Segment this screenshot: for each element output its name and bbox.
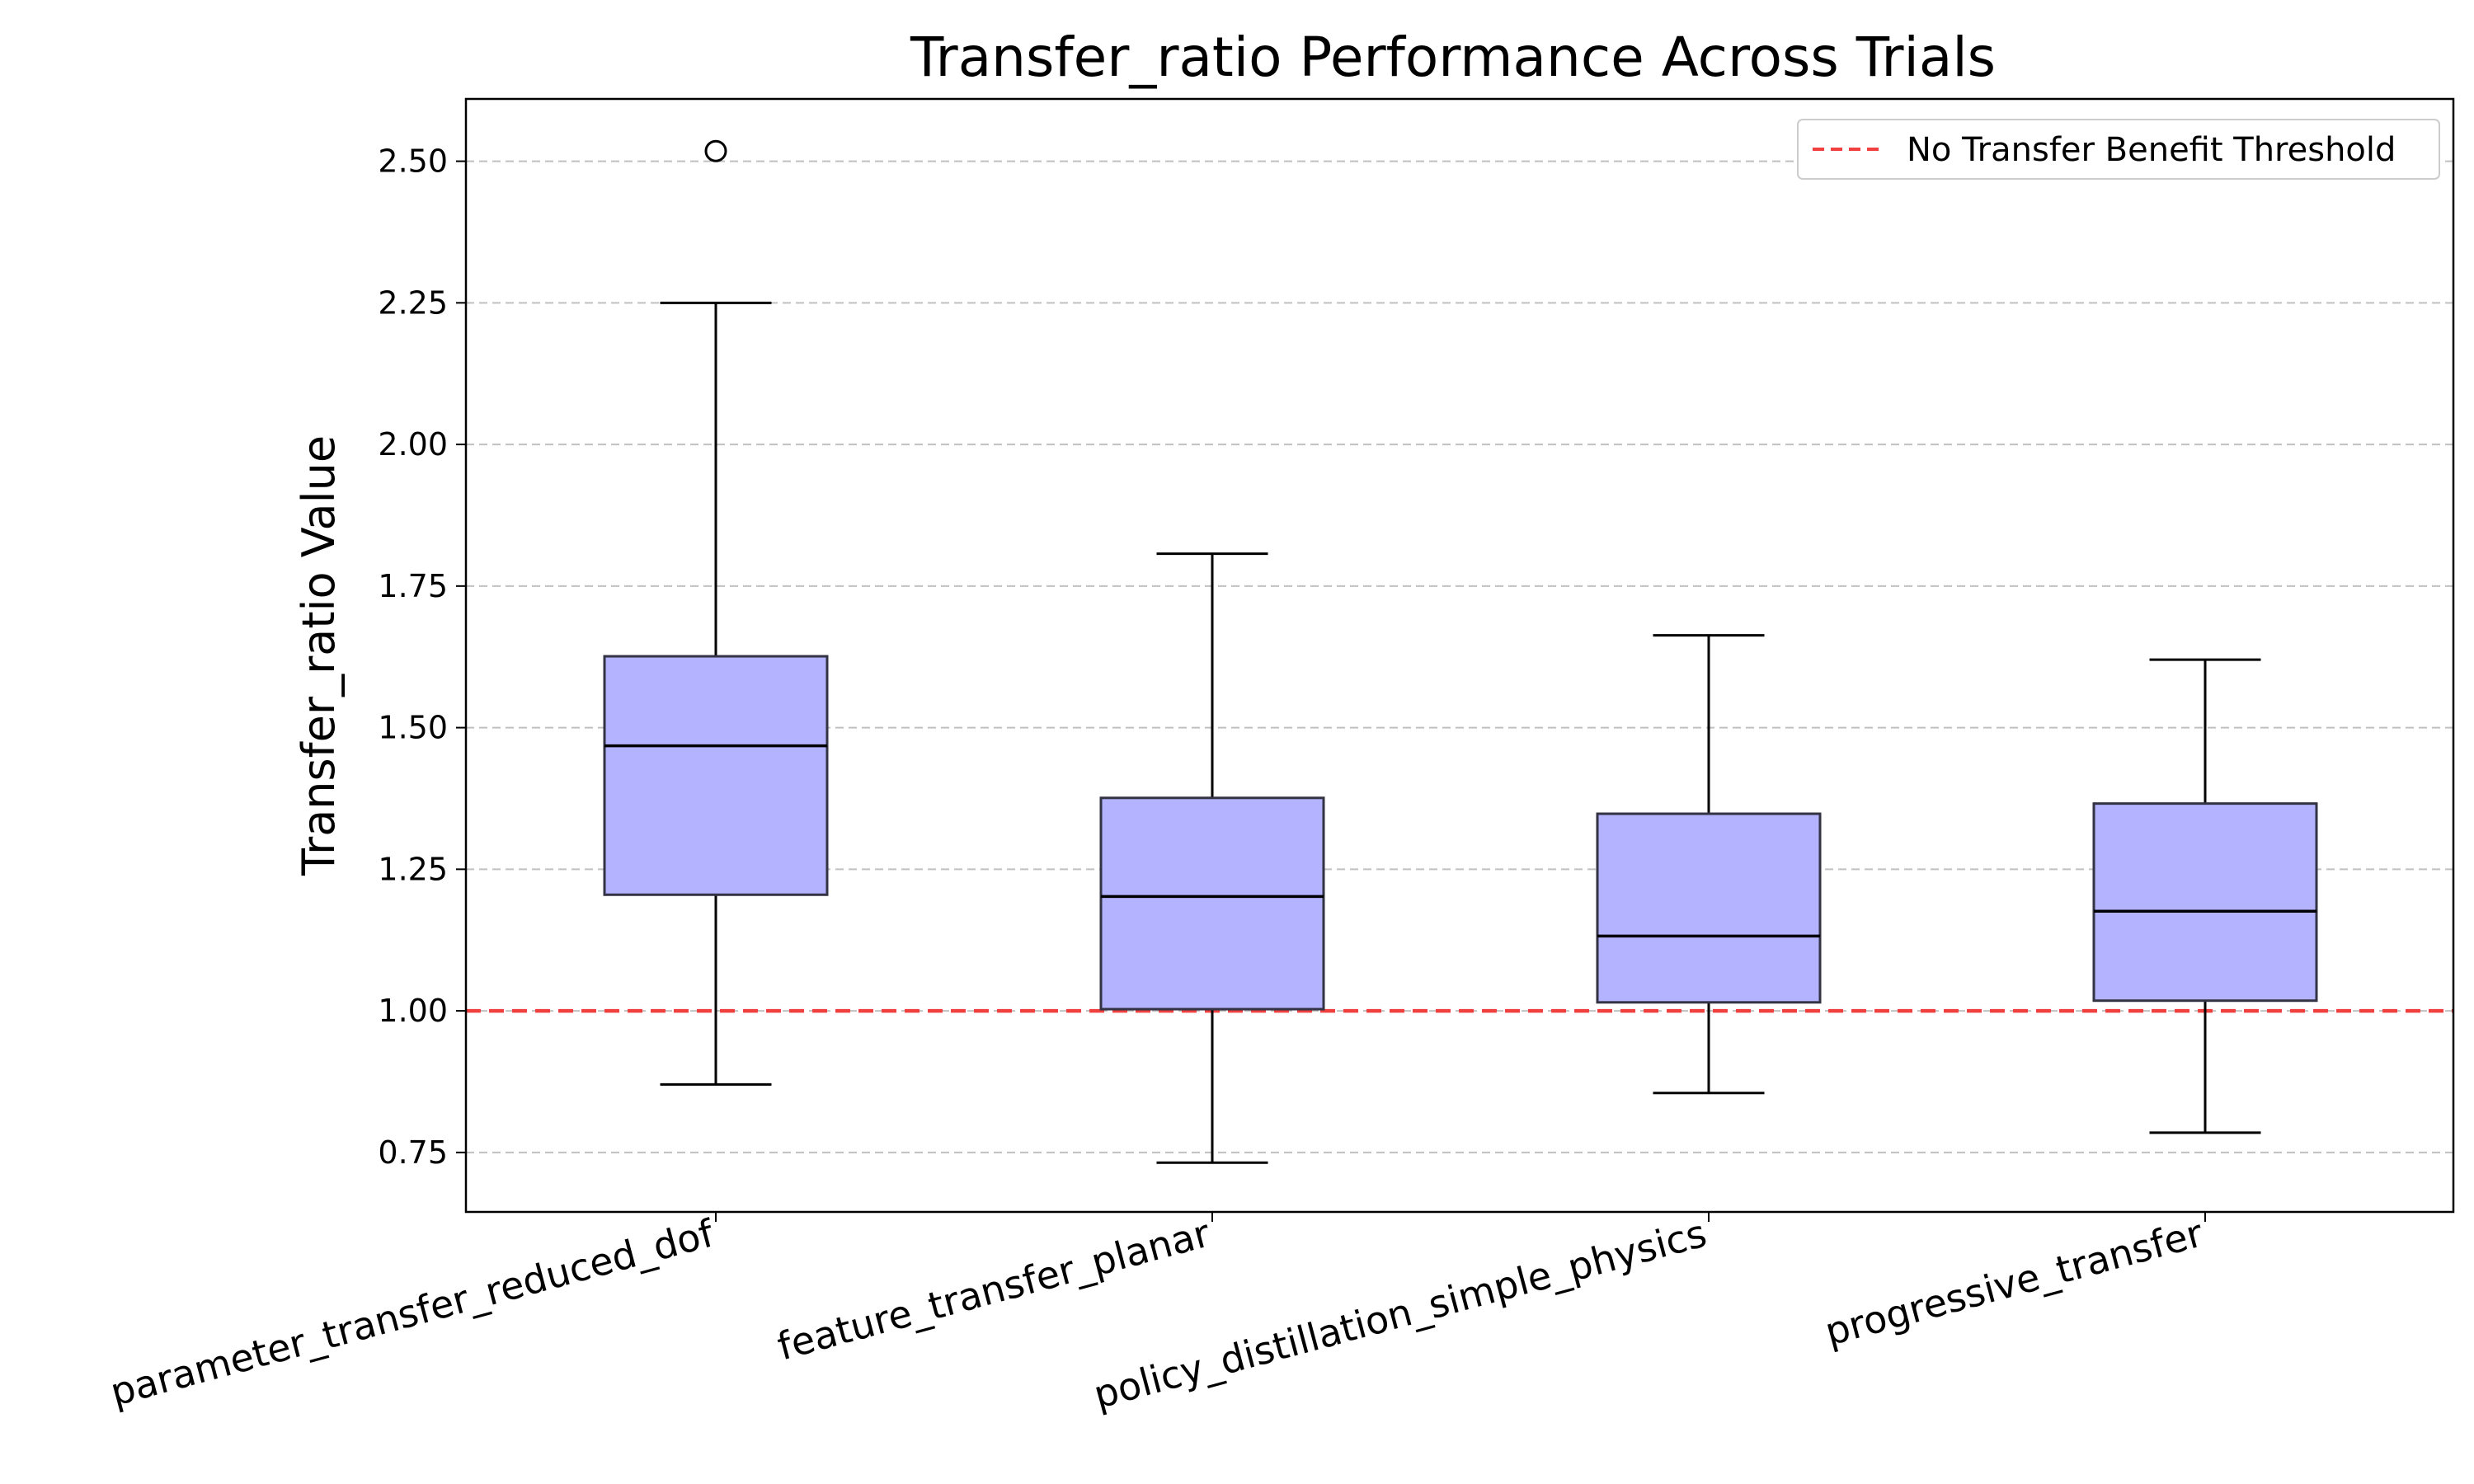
y-tick-label: 0.75 [378, 1134, 448, 1171]
x-tick-label: parameter_transfer_reduced_dof [106, 1210, 719, 1415]
x-tick-label: progressive_transfer [1820, 1210, 2208, 1354]
box-group [2092, 658, 2318, 1134]
y-axis-label: Transfer_ratio Value [293, 435, 345, 876]
outlier-point [704, 139, 727, 162]
x-tick-label: feature_transfer_planar [773, 1210, 1215, 1369]
y-tick-label: 1.50 [378, 710, 448, 746]
y-tick-label: 2.25 [378, 284, 448, 321]
box [1099, 796, 1325, 1011]
y-tick-label: 2.00 [378, 426, 448, 463]
box-group [603, 139, 829, 1086]
box [603, 655, 829, 896]
y-tick-label: 1.75 [378, 568, 448, 604]
legend-box [1797, 119, 2440, 180]
box-group [1099, 552, 1325, 1164]
boxplots [603, 139, 2318, 1164]
legend-label: No Transfer Benefit Threshold [1907, 131, 2396, 169]
legend: No Transfer Benefit Threshold [1797, 119, 2440, 180]
y-tick-label: 1.25 [378, 851, 448, 887]
y-tick-label: 2.50 [378, 143, 448, 180]
plot-frame [464, 97, 2455, 1214]
chart-title: Transfer_ratio Performance Across Trials [910, 26, 1996, 89]
box [2092, 802, 2318, 1003]
x-axis: parameter_transfer_reduced_dof feature_tr… [106, 1210, 2208, 1417]
y-axis: 0.75 1.00 1.25 1.50 1.75 2.00 2.25 2.50 [378, 143, 466, 1171]
y-tick-label: 1.00 [378, 993, 448, 1029]
box-group [1596, 634, 1822, 1095]
box [1596, 812, 1822, 1004]
